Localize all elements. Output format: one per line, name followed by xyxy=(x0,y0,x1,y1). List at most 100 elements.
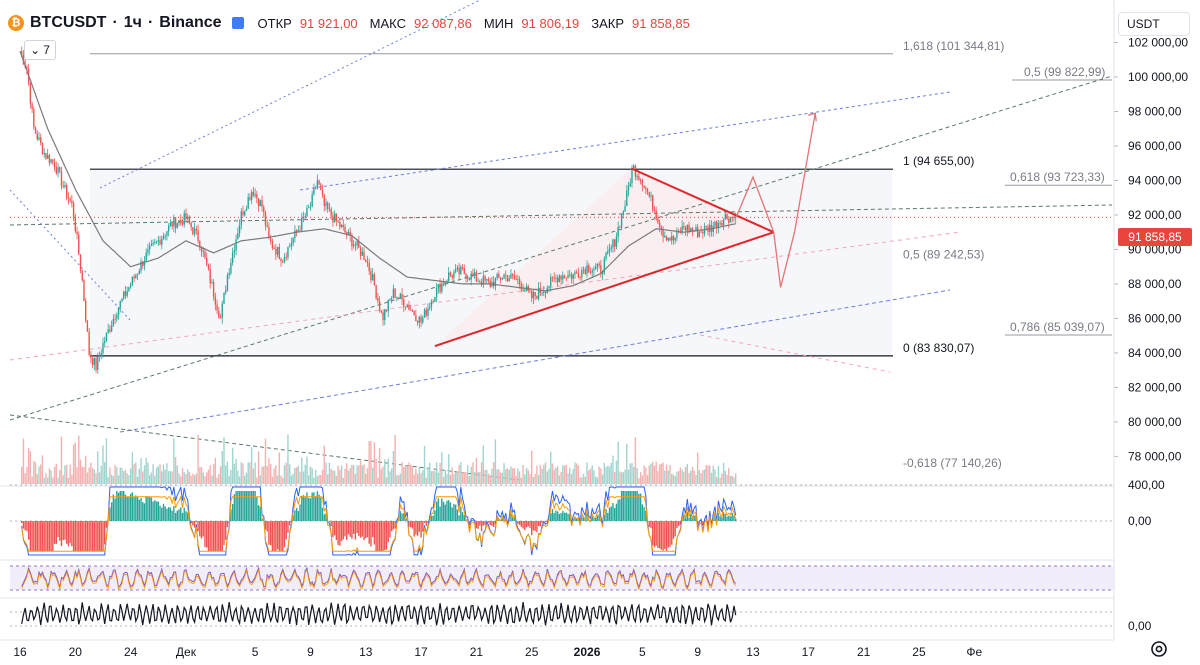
volume-bar xyxy=(328,462,331,484)
histogram-bar xyxy=(639,493,642,521)
volume-bar xyxy=(176,465,179,484)
volume-bar xyxy=(577,465,580,484)
candle-body xyxy=(667,237,669,241)
volume-bar xyxy=(600,468,602,484)
candle-body xyxy=(401,293,403,300)
histogram-bar xyxy=(180,507,182,521)
volume-bar xyxy=(691,466,694,484)
volume-bar xyxy=(622,471,625,484)
volume-bar xyxy=(492,462,495,484)
candle-body xyxy=(167,225,170,232)
volume-bar xyxy=(695,474,697,484)
volume-bar xyxy=(480,462,483,484)
histogram-bar xyxy=(643,507,645,521)
candle-body xyxy=(620,214,623,228)
y-tick-label: 82 000,00 xyxy=(1128,380,1182,394)
interval-label[interactable]: 1ч xyxy=(123,14,142,31)
candle-body xyxy=(626,190,628,207)
volume-bar xyxy=(90,462,92,484)
volume-bar xyxy=(41,455,44,484)
histogram-bar xyxy=(563,512,566,521)
volume-bar xyxy=(454,472,457,484)
candle-body xyxy=(84,300,87,321)
volume-bar xyxy=(164,469,166,484)
stoch-d-line xyxy=(21,568,736,591)
volume-bar xyxy=(340,465,343,484)
histogram-bar xyxy=(275,521,277,551)
flag-icon[interactable] xyxy=(231,17,244,29)
volume-bar xyxy=(366,468,369,484)
volume-bar xyxy=(71,474,73,484)
currency-selector[interactable]: USDT xyxy=(1118,12,1190,36)
volume-bar xyxy=(123,471,125,484)
candle-body xyxy=(221,303,223,318)
histogram-bar xyxy=(534,521,536,531)
histogram-bar xyxy=(349,521,351,537)
histogram-bar xyxy=(199,521,201,537)
candle-body xyxy=(287,247,289,258)
histogram-bar xyxy=(216,521,218,551)
volume-bar xyxy=(429,462,431,484)
histogram-bar xyxy=(551,508,554,521)
histogram-bar xyxy=(313,492,315,521)
histogram-bar xyxy=(211,521,213,551)
volume-bar xyxy=(207,469,210,484)
histogram-bar xyxy=(550,513,552,521)
histogram-bar xyxy=(171,510,173,521)
histogram-bar xyxy=(375,521,377,551)
candle-body xyxy=(444,281,446,285)
volume-bar xyxy=(138,468,140,484)
histogram-bar xyxy=(389,521,391,538)
volume-bar xyxy=(487,473,490,484)
volume-bar xyxy=(136,476,139,484)
candle-body xyxy=(164,235,166,237)
histogram-bar xyxy=(558,513,561,521)
x-tick-label: 9 xyxy=(307,645,314,659)
candle-body xyxy=(197,230,199,241)
volume-bar xyxy=(252,468,255,484)
candle-body xyxy=(375,285,377,299)
histogram-bar xyxy=(524,521,526,531)
candle-body xyxy=(442,283,445,285)
candle-body xyxy=(358,241,360,248)
candle-body xyxy=(733,216,735,218)
candle-body xyxy=(318,180,320,185)
candle-body xyxy=(548,286,550,288)
volume-bar xyxy=(496,469,498,484)
volume-bar xyxy=(55,463,58,484)
volume-bar xyxy=(264,438,267,484)
volume-bar xyxy=(574,462,576,484)
volume-bar xyxy=(290,475,293,484)
candle-body xyxy=(351,235,353,247)
volume-bar xyxy=(206,472,208,484)
candle-body xyxy=(174,217,177,229)
x-tick-label: 9 xyxy=(694,645,701,659)
histogram-bar xyxy=(325,513,327,521)
candle-body xyxy=(275,248,277,255)
volume-bar xyxy=(174,457,177,484)
indicators-toggle-button[interactable]: ⌄ 7 xyxy=(24,40,56,60)
candle-body xyxy=(97,356,99,370)
volume-bar xyxy=(72,444,75,484)
candle-body xyxy=(131,276,134,285)
candle-body xyxy=(404,306,407,308)
settings-gear-icon[interactable] xyxy=(1148,638,1170,660)
candle-body xyxy=(349,231,351,236)
histogram-bar xyxy=(57,521,59,538)
volume-bar xyxy=(34,462,37,484)
histogram-bar xyxy=(536,521,538,533)
volume-bar xyxy=(147,462,149,484)
volume-bar xyxy=(539,465,542,484)
histogram-bar xyxy=(733,515,735,521)
candle-body xyxy=(363,251,365,260)
exchange-label[interactable]: Binance xyxy=(159,14,222,31)
candle-body xyxy=(72,202,75,217)
histogram-bar xyxy=(195,521,198,523)
volume-bar xyxy=(273,468,275,484)
symbol-name[interactable]: BTCUSDT xyxy=(30,14,107,31)
histogram-bar xyxy=(458,515,460,521)
candle-body xyxy=(117,307,120,316)
candle-body xyxy=(52,159,54,162)
candle-body xyxy=(432,301,434,303)
